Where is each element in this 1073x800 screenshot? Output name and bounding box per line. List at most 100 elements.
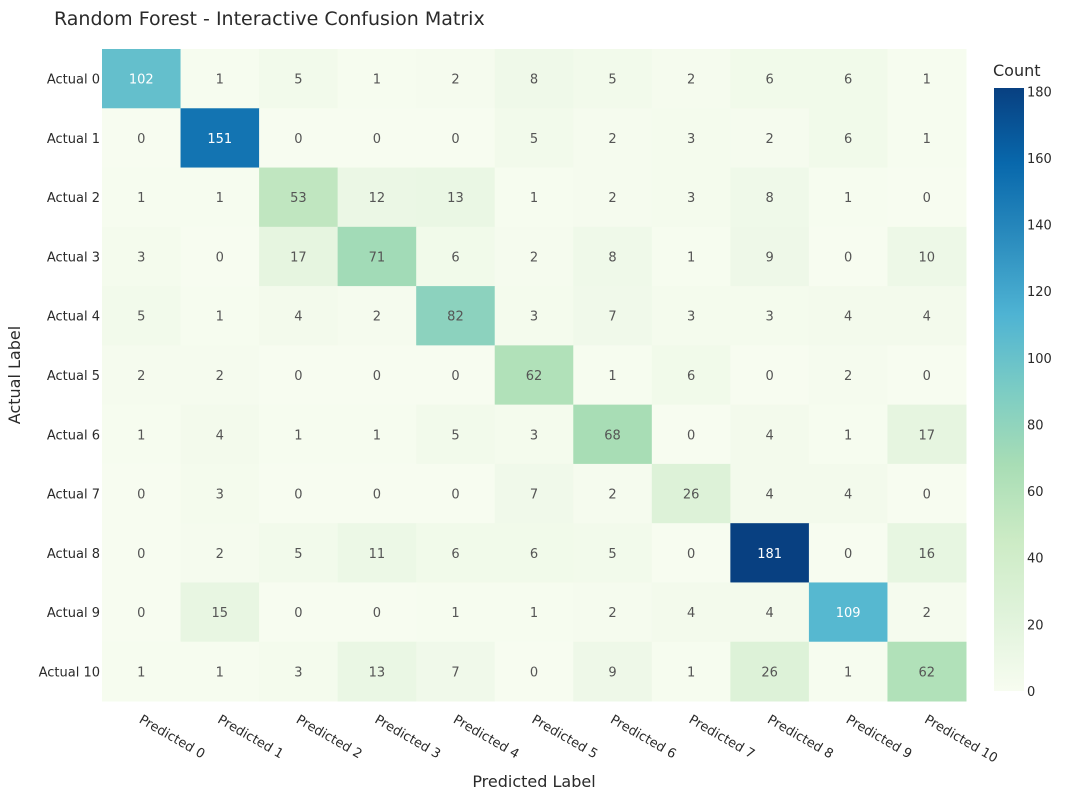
heatmap-cell[interactable] <box>573 463 653 524</box>
heatmap-cell[interactable] <box>651 404 731 465</box>
heatmap-cell[interactable] <box>887 404 967 465</box>
heatmap-cell[interactable] <box>887 167 967 228</box>
heatmap-cell[interactable] <box>416 404 496 465</box>
heatmap-cell[interactable] <box>259 345 339 406</box>
heatmap-cell[interactable] <box>808 582 888 643</box>
heatmap-cell[interactable] <box>808 463 888 524</box>
heatmap-cell[interactable] <box>730 226 810 287</box>
heatmap-cell[interactable] <box>416 108 496 169</box>
heatmap-cell[interactable] <box>259 226 339 287</box>
heatmap-cell[interactable] <box>416 523 496 583</box>
heatmap-cell[interactable] <box>494 641 574 702</box>
heatmap-cell[interactable] <box>259 167 339 228</box>
heatmap-cell[interactable] <box>494 582 574 643</box>
heatmap-cell[interactable] <box>808 404 888 465</box>
heatmap-cell[interactable] <box>337 49 417 109</box>
heatmap-cell[interactable] <box>494 108 574 169</box>
heatmap-cell[interactable] <box>651 108 731 169</box>
heatmap-cell[interactable] <box>808 49 888 109</box>
heatmap-cell[interactable] <box>573 404 653 465</box>
heatmap-cell[interactable] <box>416 582 496 643</box>
heatmap-cell[interactable] <box>887 108 967 169</box>
heatmap-cell[interactable] <box>337 286 417 346</box>
heatmap-cell[interactable] <box>180 582 260 643</box>
heatmap-cell[interactable] <box>808 286 888 346</box>
heatmap-cell[interactable] <box>259 108 339 169</box>
heatmap-cell[interactable] <box>887 49 967 109</box>
heatmap-cell[interactable] <box>102 582 182 643</box>
heatmap-cell[interactable] <box>102 226 182 287</box>
heatmap-cell[interactable] <box>102 641 182 702</box>
heatmap-cell[interactable] <box>494 49 574 109</box>
heatmap-cell[interactable] <box>180 345 260 406</box>
heatmap-cell[interactable] <box>808 167 888 228</box>
heatmap-cell[interactable] <box>730 49 810 109</box>
heatmap-cell[interactable] <box>416 641 496 702</box>
heatmap-cell[interactable] <box>416 286 496 346</box>
heatmap-cell[interactable] <box>494 523 574 583</box>
heatmap-cell[interactable] <box>337 523 417 583</box>
heatmap-cell[interactable] <box>573 226 653 287</box>
heatmap-cell[interactable] <box>180 641 260 702</box>
heatmap-cell[interactable] <box>887 463 967 524</box>
heatmap-cell[interactable] <box>730 523 810 583</box>
heatmap-cell[interactable] <box>259 463 339 524</box>
heatmap-cell[interactable] <box>808 108 888 169</box>
heatmap-cell[interactable] <box>808 523 888 583</box>
heatmap-cell[interactable] <box>573 49 653 109</box>
heatmap-cell[interactable] <box>337 167 417 228</box>
heatmap-cell[interactable] <box>180 463 260 524</box>
heatmap-cell[interactable] <box>416 463 496 524</box>
heatmap-cell[interactable] <box>730 345 810 406</box>
heatmap-cell[interactable] <box>573 582 653 643</box>
heatmap-cell[interactable] <box>102 49 182 109</box>
heatmap-cell[interactable] <box>573 345 653 406</box>
heatmap-cell[interactable] <box>180 49 260 109</box>
heatmap-cell[interactable] <box>651 523 731 583</box>
heatmap-cell[interactable] <box>651 641 731 702</box>
heatmap-cell[interactable] <box>337 641 417 702</box>
heatmap-cell[interactable] <box>337 108 417 169</box>
heatmap-cell[interactable] <box>337 226 417 287</box>
heatmap-cell[interactable] <box>651 345 731 406</box>
heatmap-cell[interactable] <box>102 167 182 228</box>
heatmap-cell[interactable] <box>259 523 339 583</box>
heatmap-cell[interactable] <box>573 641 653 702</box>
heatmap-cell[interactable] <box>651 167 731 228</box>
heatmap-cell[interactable] <box>102 286 182 346</box>
heatmap-cell[interactable] <box>416 226 496 287</box>
heatmap-cell[interactable] <box>180 286 260 346</box>
heatmap-cell[interactable] <box>887 523 967 583</box>
heatmap-cell[interactable] <box>887 582 967 643</box>
heatmap-cell[interactable] <box>180 523 260 583</box>
heatmap-cell[interactable] <box>416 49 496 109</box>
heatmap-cell[interactable] <box>887 226 967 287</box>
heatmap-cell[interactable] <box>416 345 496 406</box>
heatmap-cell[interactable] <box>730 582 810 643</box>
heatmap-cell[interactable] <box>337 404 417 465</box>
heatmap-cell[interactable] <box>180 108 260 169</box>
heatmap-cell[interactable] <box>573 108 653 169</box>
heatmap-cell[interactable] <box>573 523 653 583</box>
heatmap-cell[interactable] <box>808 641 888 702</box>
heatmap-cell[interactable] <box>808 226 888 287</box>
heatmap-cell[interactable] <box>259 49 339 109</box>
heatmap-cell[interactable] <box>337 345 417 406</box>
heatmap-cell[interactable] <box>651 463 731 524</box>
heatmap-cell[interactable] <box>730 286 810 346</box>
heatmap-cell[interactable] <box>102 463 182 524</box>
heatmap-cell[interactable] <box>416 167 496 228</box>
heatmap-cell[interactable] <box>887 641 967 702</box>
heatmap-cell[interactable] <box>180 226 260 287</box>
heatmap-cell[interactable] <box>180 167 260 228</box>
heatmap-cell[interactable] <box>887 345 967 406</box>
heatmap-cell[interactable] <box>730 167 810 228</box>
heatmap-cell[interactable] <box>887 286 967 346</box>
heatmap-cell[interactable] <box>573 167 653 228</box>
heatmap-cell[interactable] <box>808 345 888 406</box>
heatmap-cell[interactable] <box>651 286 731 346</box>
heatmap-cell[interactable] <box>730 641 810 702</box>
heatmap-cell[interactable] <box>180 404 260 465</box>
heatmap-cell[interactable] <box>651 582 731 643</box>
heatmap-cell[interactable] <box>102 108 182 169</box>
